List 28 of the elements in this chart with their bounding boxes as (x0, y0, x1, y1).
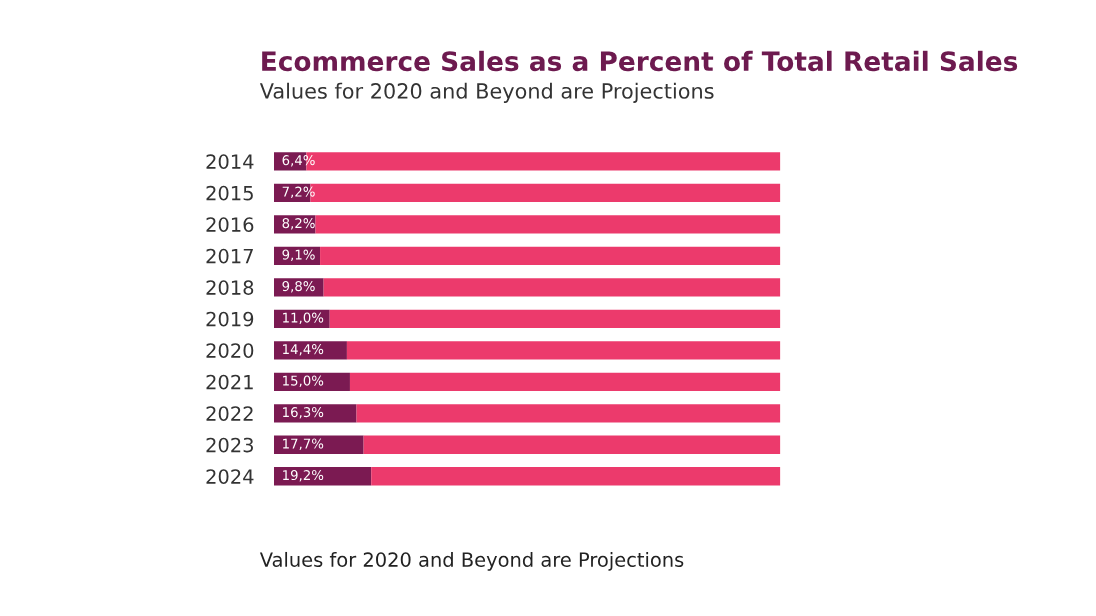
y-tick-label: 2022 (206, 406, 253, 421)
y-tick-label: 2021 (206, 374, 253, 390)
bar (320, 246, 781, 265)
y-tick-label: 2016 (206, 217, 254, 232)
y-tick-label: 2018 (206, 280, 254, 295)
y-tick-label: 2024 (206, 469, 254, 484)
bar (274, 467, 372, 486)
bar (323, 278, 781, 297)
bar (349, 372, 781, 391)
y-tick-label: 2019 (206, 311, 254, 327)
y-tick-label: 2023 (206, 437, 253, 453)
text: Values for 2020 and Beyond are Projections (259, 551, 684, 571)
y-tick-label: 2014 (206, 154, 254, 169)
chart-subtitle: Values for 2020 and Beyond are Projections (259, 82, 714, 103)
bar (274, 404, 357, 423)
y-tick-label: 2015 (206, 185, 253, 201)
bar (274, 435, 364, 454)
bar (274, 372, 350, 391)
chart-title: Ecommerce Sales as a Percent of Total Retail Sales (262, 50, 1018, 72)
bar (329, 309, 781, 328)
bar (315, 215, 781, 234)
bar (346, 341, 781, 360)
y-tick-label: 2017 (206, 248, 253, 264)
bar (371, 467, 781, 486)
bar (363, 435, 781, 454)
y-tick-label: 2020 (206, 343, 254, 358)
bar (356, 404, 781, 423)
bar (274, 341, 347, 360)
